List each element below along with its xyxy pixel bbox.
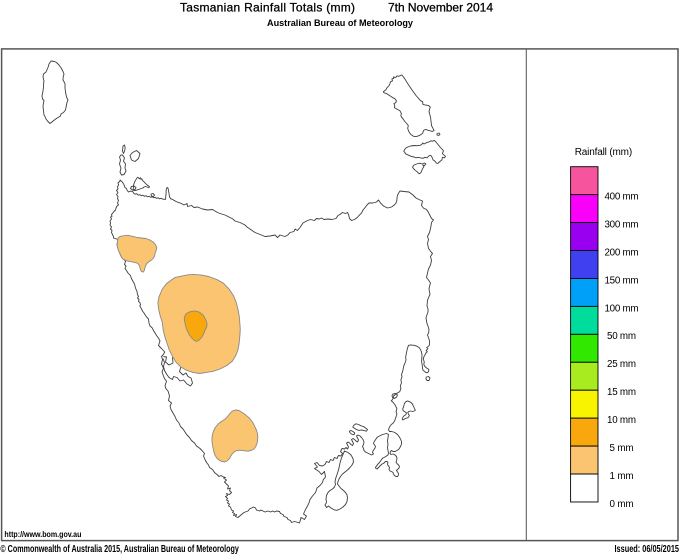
svg-text:150 mm: 150 mm bbox=[605, 275, 639, 286]
svg-text:7th November 2014: 7th November 2014 bbox=[388, 0, 493, 14]
svg-text:Rainfall (mm): Rainfall (mm) bbox=[575, 147, 633, 158]
svg-text:http://www.bom.gov.au: http://www.bom.gov.au bbox=[4, 530, 81, 539]
svg-text:50 mm: 50 mm bbox=[607, 331, 636, 342]
svg-text:1 mm: 1 mm bbox=[610, 471, 634, 482]
svg-text:Tasmanian Rainfall Totals (mm): Tasmanian Rainfall Totals (mm) bbox=[180, 0, 355, 14]
svg-text:200 mm: 200 mm bbox=[605, 247, 639, 258]
svg-text:400 mm: 400 mm bbox=[605, 192, 639, 203]
svg-text:25 mm: 25 mm bbox=[607, 359, 636, 370]
svg-text:5 mm: 5 mm bbox=[610, 443, 634, 454]
svg-text:Issued: 06/05/2015: Issued: 06/05/2015 bbox=[615, 544, 680, 554]
svg-text:Australian Bureau of Meteorolo: Australian Bureau of Meteorology bbox=[267, 18, 414, 29]
svg-text:300 mm: 300 mm bbox=[605, 219, 639, 230]
svg-text:10 mm: 10 mm bbox=[607, 415, 636, 426]
svg-text:100 mm: 100 mm bbox=[605, 303, 639, 314]
svg-text:15 mm: 15 mm bbox=[607, 387, 636, 398]
svg-text:© Commonwealth of Australia 20: © Commonwealth of Australia 2015, Austra… bbox=[0, 544, 239, 554]
svg-text:0 mm: 0 mm bbox=[610, 499, 634, 510]
